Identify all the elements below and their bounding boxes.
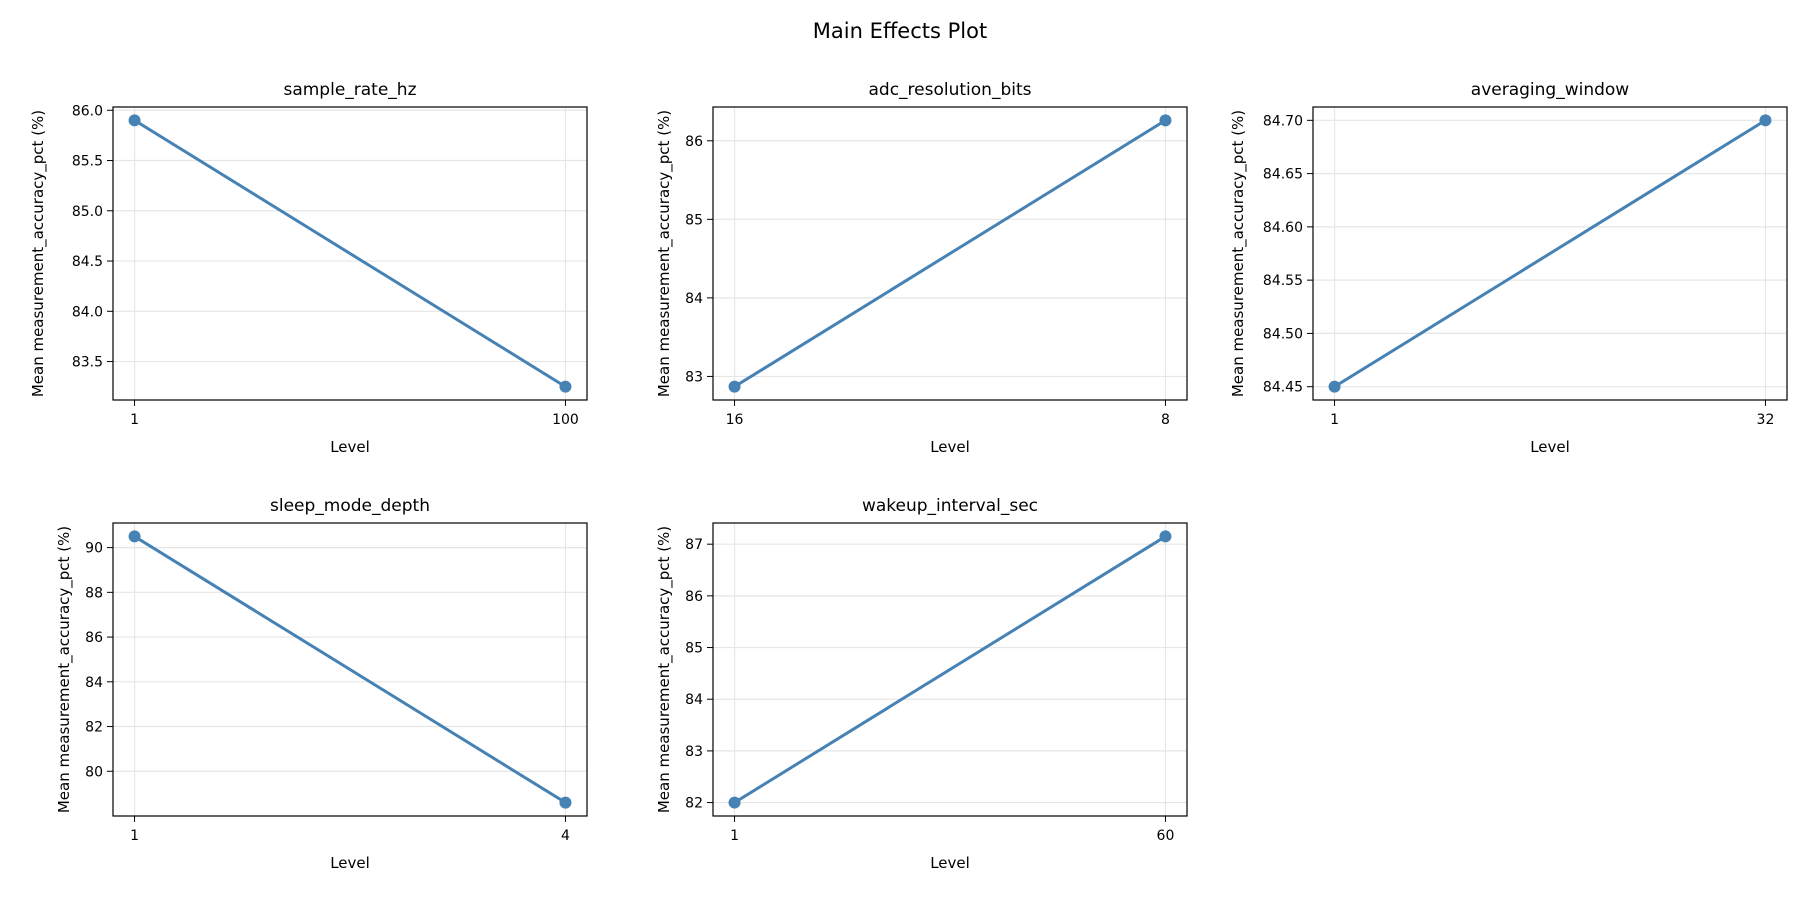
data-point [128,530,141,543]
y-tick-label: 85.5 [72,154,103,170]
data-point [128,114,141,127]
y-tick-label: 84.50 [1263,326,1303,342]
y-axis-label: Mean measurement_accuracy_pct (%) [655,110,674,397]
y-tick-label: 84 [685,692,703,708]
y-tick-label: 85 [685,641,703,657]
x-axis-label: Level [330,438,370,456]
data-point [728,380,741,393]
x-axis-label: Level [930,438,970,456]
subplot-title: adc_resolution_bits [869,80,1032,100]
y-tick-label: 84 [685,291,703,307]
subplot-averaging_window: 84.70 84.65 84.60 84.55 84.50 84.45 1 32 averagi… [1229,80,1788,456]
y-tick-label: 83 [685,744,703,760]
subplot-title: sample_rate_hz [283,80,416,100]
x-tick-label: 4 [561,828,570,844]
subplot-title: wakeup_interval_sec [862,496,1038,516]
y-tick-label: 86.0 [72,103,103,119]
series-line [133,119,567,388]
series-line [1333,119,1767,388]
x-tick-label: 1 [130,828,139,844]
data-point [1159,530,1172,543]
y-tick-label: 86 [685,134,703,150]
series-line [733,119,1167,388]
subplot-adc_resolution_bits: 86 85 84 83 16 8 adc_resolution_bits Level Mean … [655,80,1188,456]
y-tick-label: 84.70 [1263,113,1303,129]
figure-title: Main Effects Plot [813,19,987,43]
data-point [728,796,741,809]
series-line [733,535,1167,804]
x-tick-label: 1 [130,412,139,428]
y-tick-label: 85.0 [72,204,103,220]
axes-frame [112,522,588,817]
x-axis-label: Level [1530,438,1570,456]
subplot-sleep_mode_depth: 90 88 86 84 82 80 1 4 sleep_mode_depth Level Mean … [55,496,588,872]
y-axis-label: Mean measurement_accuracy_pct (%) [55,526,74,813]
axes-frame [712,106,1188,401]
data-point [1328,380,1341,393]
x-tick-label: 60 [1157,828,1175,844]
data-point [1759,114,1772,127]
y-tick-label: 85 [685,212,703,228]
axes-frame [1312,106,1788,401]
y-tick-label: 84.60 [1263,220,1303,236]
subplot-title: sleep_mode_depth [270,496,430,516]
y-tick-label: 80 [85,764,103,780]
x-tick-label: 1 [730,828,739,844]
x-tick-label: 32 [1757,412,1775,428]
x-tick-label: 100 [552,412,579,428]
y-axis-label: Mean measurement_accuracy_pct (%) [655,526,674,813]
y-tick-label: 82 [685,796,703,812]
y-tick-label: 86 [685,589,703,605]
y-axis-label: Mean measurement_accuracy_pct (%) [29,110,48,397]
data-point [559,796,572,809]
y-tick-label: 83.5 [72,355,103,371]
y-tick-label: 84 [85,675,103,691]
subplot-wakeup_interval_sec: 87 86 85 84 83 82 1 60 wakeup_interval_sec Level M… [655,496,1188,872]
y-tick-label: 84.45 [1263,380,1303,396]
series-line [133,535,567,804]
y-tick-label: 90 [85,541,103,557]
y-tick-label: 88 [85,585,103,601]
y-tick-label: 86 [85,630,103,646]
x-tick-label: 16 [726,412,744,428]
y-tick-label: 83 [685,369,703,385]
subplot-sample_rate_hz: 86.0 85.5 85.0 84.5 84.0 83.5 1 100 sample_rate_… [29,80,588,456]
y-axis-label: Mean measurement_accuracy_pct (%) [1229,110,1248,397]
x-axis-label: Level [930,854,970,872]
x-tick-label: 1 [1330,412,1339,428]
x-axis-label: Level [330,854,370,872]
data-point [559,380,572,393]
y-tick-label: 84.0 [72,304,103,320]
y-tick-label: 84.55 [1263,273,1303,289]
y-tick-label: 87 [685,537,703,553]
y-tick-label: 84.5 [72,254,103,270]
data-point [1159,114,1172,127]
y-tick-label: 84.65 [1263,167,1303,183]
y-tick-label: 82 [85,720,103,736]
axes-frame [112,106,588,401]
x-tick-label: 8 [1161,412,1170,428]
axes-frame [712,522,1188,817]
subplot-title: averaging_window [1471,80,1630,100]
